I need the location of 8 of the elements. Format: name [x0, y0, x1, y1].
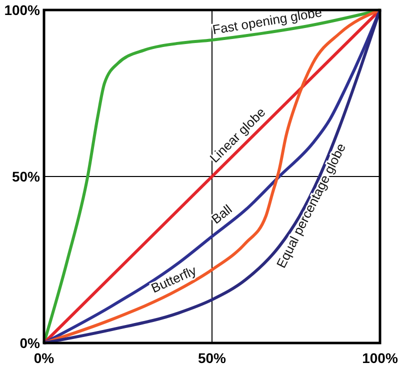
text: Ball	[208, 201, 235, 227]
x-tick-label: 100%	[362, 350, 398, 366]
x-tick-label: 0%	[34, 350, 55, 366]
y-tick-label: 50%	[12, 168, 41, 184]
y-tick-label: 100%	[4, 2, 41, 18]
line-series	[42, 8, 382, 344]
x-tick-label: 50%	[198, 350, 227, 366]
y-tick-label: 0%	[20, 335, 41, 351]
